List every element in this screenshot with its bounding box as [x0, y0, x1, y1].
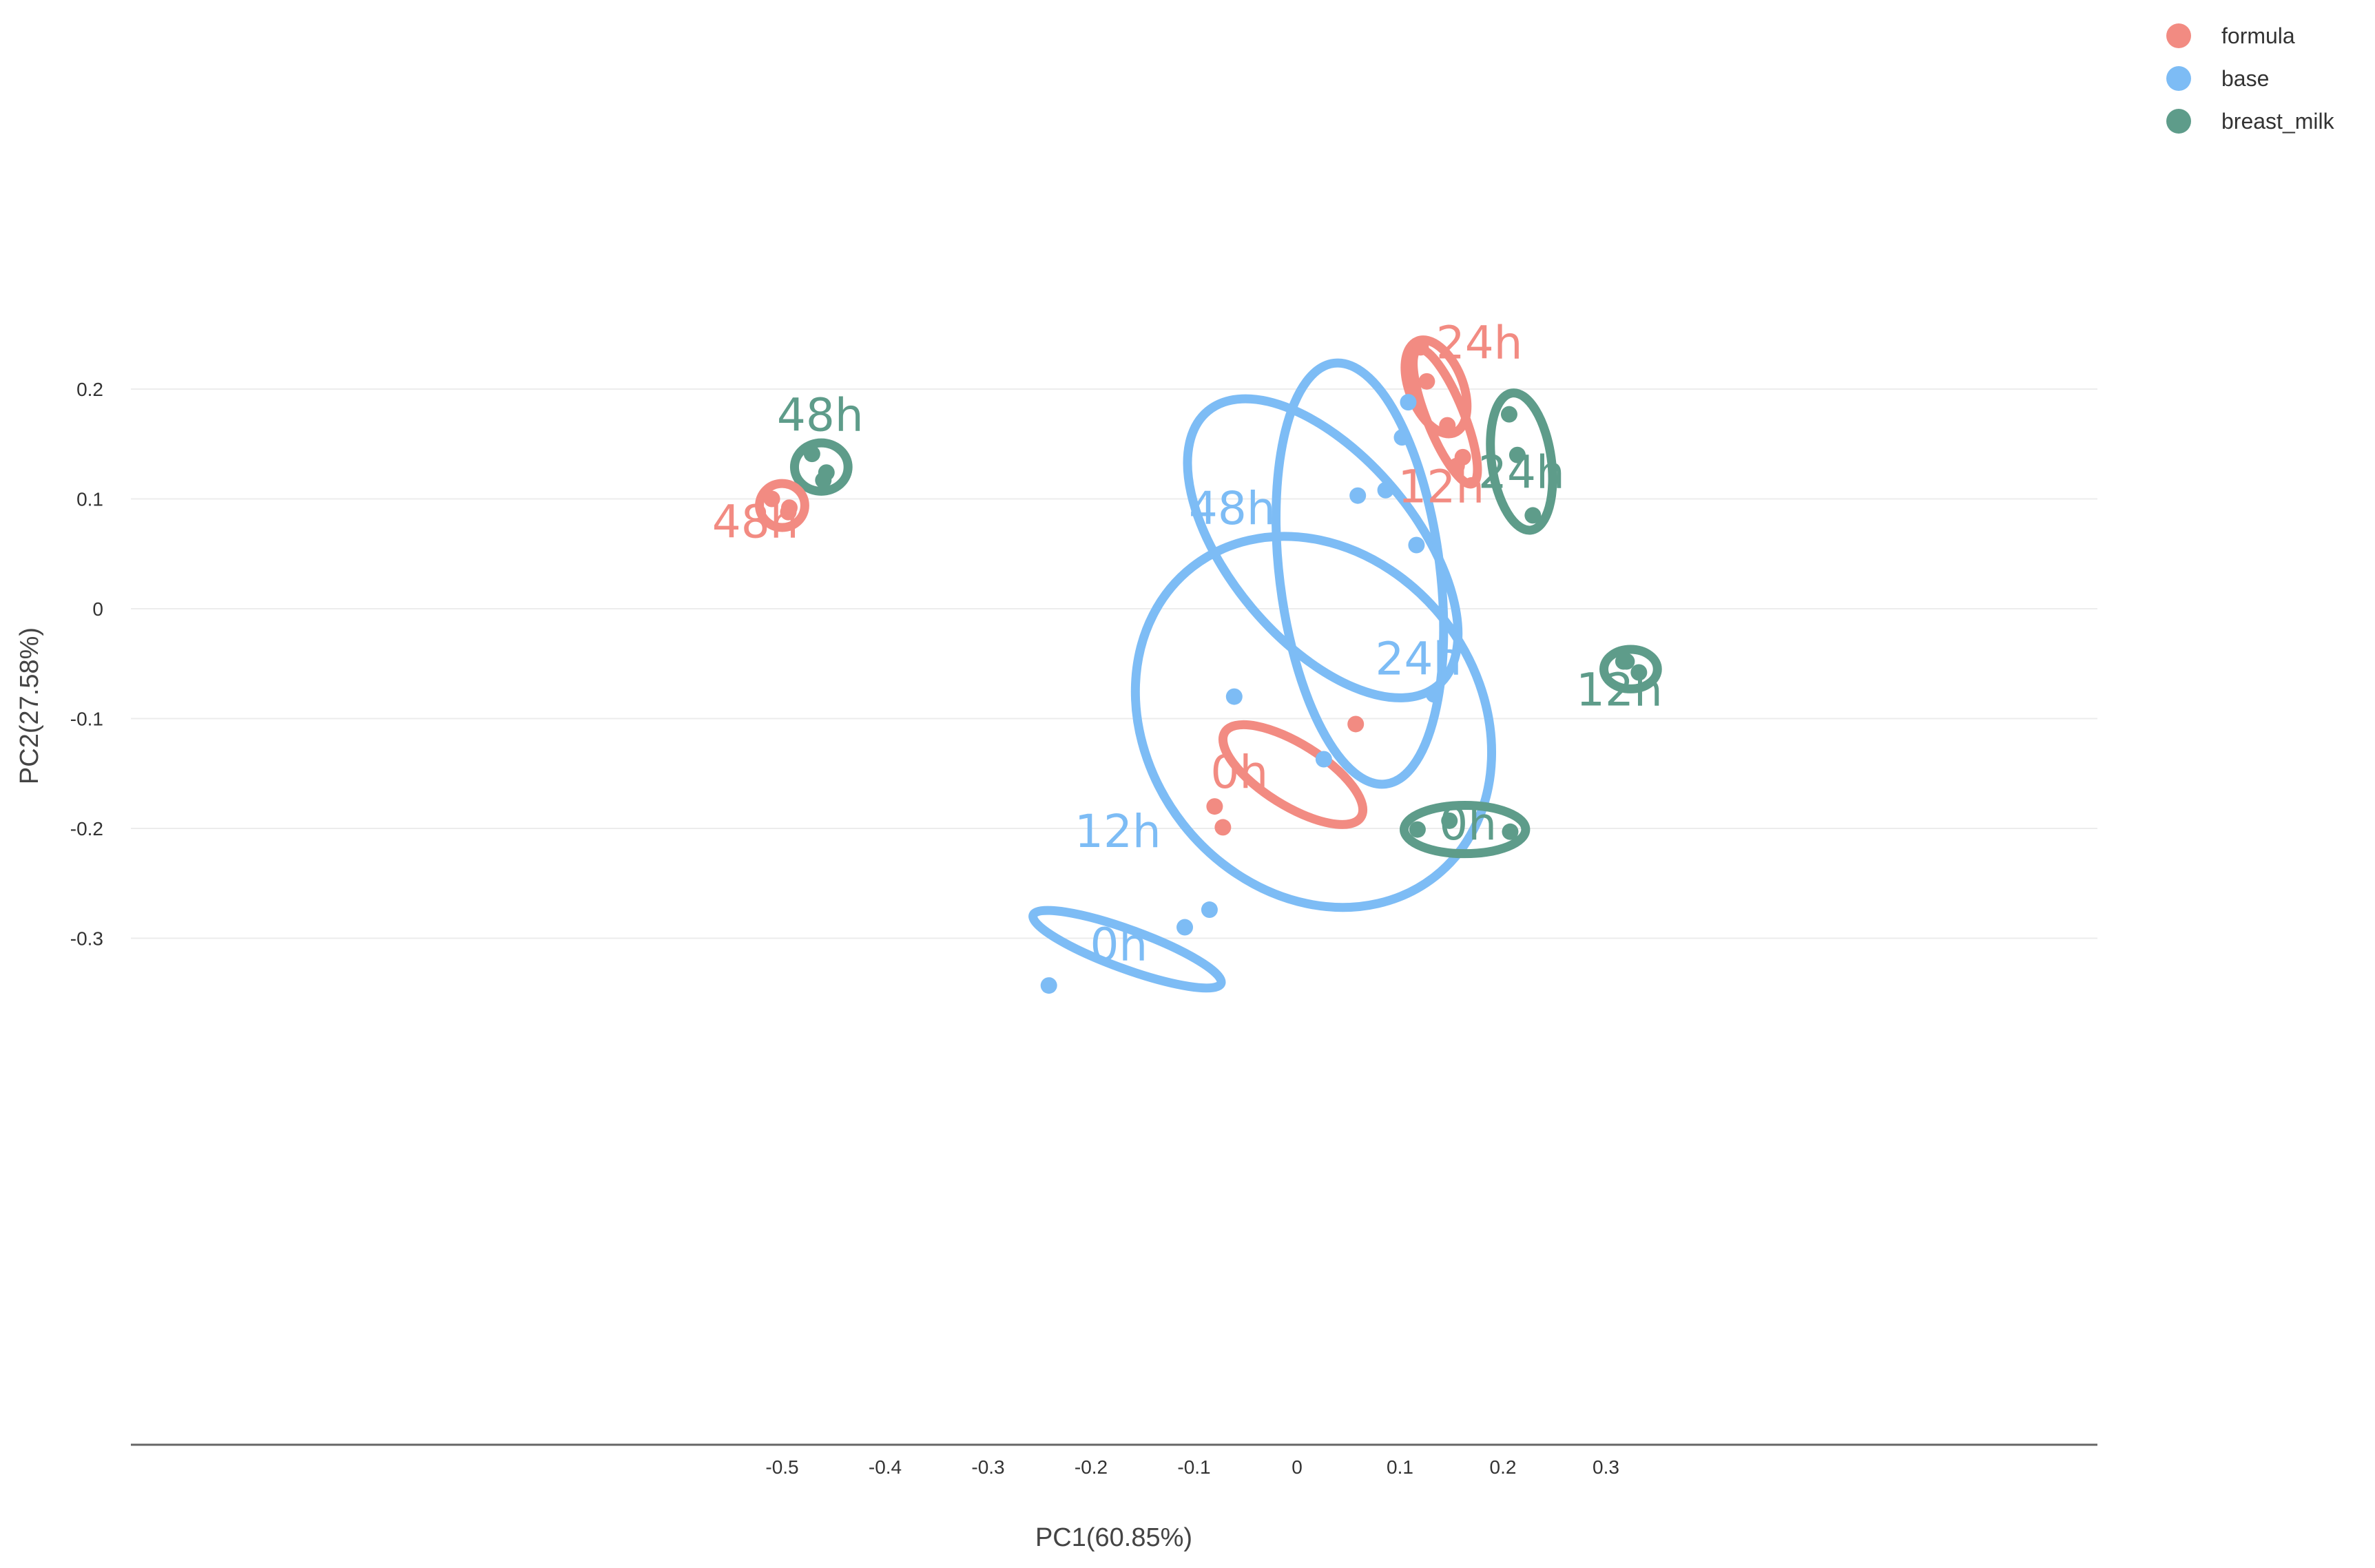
point-formula-0: [763, 490, 780, 508]
y-tick-label: 0.1: [76, 489, 103, 510]
data-points: [763, 339, 1648, 994]
point-formula-5: [1439, 417, 1456, 434]
point-base-3: [1377, 481, 1394, 499]
annotation-formula-48h: 48h: [712, 495, 799, 548]
annotation-formula-24h: 24h: [1436, 316, 1523, 369]
x-tick-label: -0.2: [1075, 1456, 1108, 1478]
ellipse-base-11: [1028, 906, 1226, 993]
x-tick-label: 0.3: [1593, 1456, 1619, 1478]
y-tick-label: 0: [92, 598, 103, 620]
point-base-7: [1315, 751, 1332, 768]
point-base-8: [1201, 901, 1218, 919]
ellipse-base-6: [1272, 358, 1449, 789]
ellipse-breast-milk-0: [789, 438, 853, 496]
y-tick-label: -0.2: [70, 818, 103, 839]
legend-label-breast-milk: breast_milk: [2221, 109, 2335, 134]
annotation-base-0h: 0h: [1090, 918, 1148, 971]
annotation-breast-milk-48h: 48h: [777, 389, 864, 442]
ellipse-formula-8: [1218, 720, 1368, 829]
point-breast-milk-8: [1630, 664, 1648, 681]
point-formula-2: [780, 503, 797, 521]
annotation-breast-milk-0h: 0h: [1439, 797, 1497, 850]
point-formula-8: [1347, 715, 1365, 733]
point-breast-milk-3: [1500, 406, 1517, 423]
y-tick-label: -0.1: [70, 709, 103, 730]
x-tick-labels: -0.5 -0.4 -0.3 -0.2 -0.1 0 0.1 0.2 0.3: [765, 1456, 1619, 1478]
ellipse-base-7: [1130, 532, 1497, 912]
annotation-base-12h: 12h: [1075, 805, 1161, 858]
point-base-0: [1400, 394, 1417, 411]
point-breast-milk-11: [1502, 823, 1519, 840]
legend-swatch-formula: [2166, 23, 2191, 48]
point-base-2: [1349, 487, 1367, 504]
annotation-formula-12h: 12h: [1398, 460, 1484, 513]
x-tick-label: -0.1: [1177, 1456, 1210, 1478]
point-base-4: [1408, 536, 1425, 554]
y-axis-title: PC2(27.58%): [15, 627, 44, 784]
group-ellipses: [755, 335, 1662, 993]
annotation-base-48h: 48h: [1189, 482, 1276, 535]
y-tick-label: -0.3: [70, 928, 103, 950]
point-breast-milk-0: [803, 446, 820, 463]
x-axis-title: PC1(60.85%): [1035, 1523, 1192, 1552]
gridlines: [131, 388, 2097, 939]
point-base-10: [1040, 977, 1057, 994]
annotation-base-24h: 24h: [1376, 633, 1462, 686]
point-base-1: [1393, 429, 1411, 446]
point-formula-10: [1214, 819, 1232, 836]
legend-swatch-breast-milk: [2166, 109, 2191, 134]
y-tick-labels: 0.2 0.1 0 -0.1 -0.2 -0.3: [70, 379, 103, 950]
point-base-6: [1425, 686, 1442, 703]
legend-swatch-base: [2166, 66, 2191, 91]
legend-label-formula: formula: [2221, 23, 2295, 48]
annotation-breast-milk-24h: 24h: [1478, 446, 1565, 499]
point-formula-3: [1412, 339, 1429, 356]
ellipse-formula-1: [755, 479, 809, 532]
legend-label-base: base: [2221, 66, 2269, 91]
point-breast-milk-4: [1508, 446, 1526, 463]
x-tick-label: 0: [1292, 1456, 1303, 1478]
point-base-5: [1225, 688, 1243, 705]
annotation-formula-0h: 0h: [1210, 746, 1268, 799]
x-tick-label: 0.1: [1387, 1456, 1413, 1478]
point-formula-9: [1206, 798, 1223, 815]
legend: formula base breast_milk: [2166, 23, 2335, 134]
point-formula-4: [1418, 373, 1435, 390]
x-tick-label: -0.5: [765, 1456, 798, 1478]
point-breast-milk-9: [1409, 821, 1426, 838]
ellipse-breast-milk-4: [1486, 388, 1557, 535]
point-formula-7: [1454, 448, 1471, 466]
x-tick-label: -0.4: [869, 1456, 902, 1478]
point-base-9: [1176, 919, 1194, 936]
x-tick-label: 0.2: [1490, 1456, 1517, 1478]
point-breast-milk-5: [1524, 507, 1542, 524]
annotation-breast-milk-12h: 12h: [1576, 663, 1663, 716]
ellipse-breast-milk-10: [1599, 645, 1662, 693]
point-breast-milk-7: [1618, 653, 1635, 670]
ellipse-breast-milk-9: [1399, 801, 1531, 859]
point-breast-milk-10: [1441, 812, 1458, 829]
y-tick-label: 0.2: [76, 379, 103, 400]
point-breast-milk-2: [815, 472, 832, 489]
ellipse-base-5: [1183, 394, 1463, 702]
x-tick-label: -0.3: [971, 1456, 1004, 1478]
